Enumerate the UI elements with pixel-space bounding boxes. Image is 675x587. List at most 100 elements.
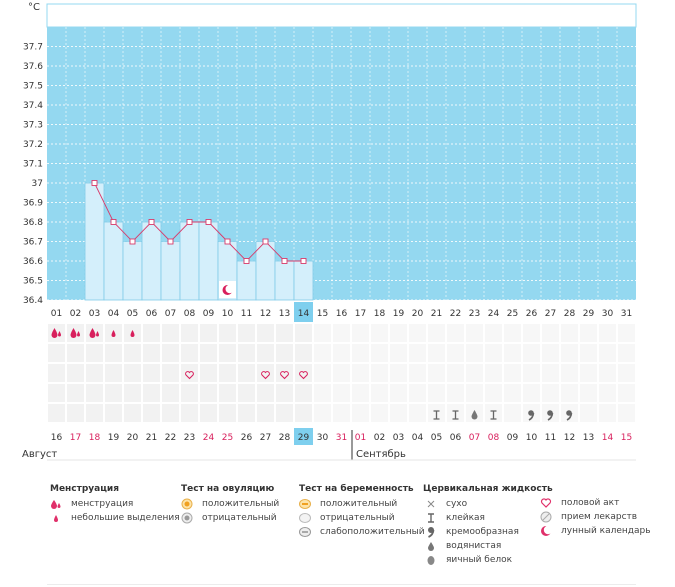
symptom-cell[interactable] bbox=[181, 384, 198, 402]
symptom-cell[interactable] bbox=[86, 384, 103, 402]
symptom-cell[interactable] bbox=[504, 324, 521, 342]
symptom-cell[interactable] bbox=[162, 344, 179, 362]
temperature-point[interactable] bbox=[129, 238, 136, 245]
symptom-cell[interactable] bbox=[276, 404, 293, 422]
symptom-cell[interactable] bbox=[238, 324, 255, 342]
symptom-cell[interactable] bbox=[200, 384, 217, 402]
symptom-cell[interactable] bbox=[333, 344, 350, 362]
temperature-point[interactable] bbox=[243, 258, 250, 264]
symptom-cell[interactable] bbox=[485, 384, 502, 402]
symptom-cell[interactable] bbox=[599, 344, 616, 362]
symptom-cell[interactable] bbox=[466, 344, 483, 362]
symptom-cell[interactable] bbox=[409, 404, 426, 422]
symptom-cell[interactable] bbox=[314, 344, 331, 362]
symptom-cell[interactable] bbox=[580, 404, 597, 422]
symptom-cell[interactable] bbox=[352, 384, 369, 402]
symptom-cell[interactable] bbox=[86, 344, 103, 362]
symptom-cell[interactable] bbox=[371, 324, 388, 342]
symptom-cell[interactable] bbox=[124, 364, 141, 382]
symptom-cell[interactable] bbox=[200, 344, 217, 362]
symptom-cell[interactable] bbox=[124, 344, 141, 362]
symptom-cell[interactable] bbox=[390, 384, 407, 402]
symptom-cell[interactable] bbox=[371, 364, 388, 382]
symptom-cell[interactable] bbox=[352, 364, 369, 382]
symptom-cell[interactable] bbox=[105, 404, 122, 422]
symptom-cell[interactable] bbox=[618, 324, 635, 342]
symptom-cell[interactable] bbox=[48, 384, 65, 402]
symptom-cell[interactable] bbox=[257, 384, 274, 402]
symptom-cell[interactable] bbox=[48, 404, 65, 422]
temperature-point[interactable] bbox=[224, 238, 231, 245]
symptom-cell[interactable] bbox=[333, 364, 350, 382]
symptom-cell[interactable] bbox=[67, 344, 84, 362]
symptom-cell[interactable] bbox=[618, 344, 635, 362]
symptom-cell[interactable] bbox=[219, 324, 236, 342]
symptom-cell[interactable] bbox=[542, 344, 559, 362]
symptom-cell[interactable] bbox=[504, 404, 521, 422]
symptom-cell[interactable] bbox=[599, 324, 616, 342]
symptom-cell[interactable] bbox=[409, 324, 426, 342]
symptom-cell[interactable] bbox=[542, 364, 559, 382]
symptom-cell[interactable] bbox=[238, 384, 255, 402]
symptom-cell[interactable] bbox=[561, 384, 578, 402]
symptom-cell[interactable] bbox=[504, 384, 521, 402]
symptom-cell[interactable] bbox=[257, 324, 274, 342]
temperature-point[interactable] bbox=[300, 258, 307, 264]
symptom-cell[interactable] bbox=[485, 324, 502, 342]
symptom-cell[interactable] bbox=[105, 364, 122, 382]
temperature-point[interactable] bbox=[186, 219, 193, 225]
symptom-cell[interactable] bbox=[105, 344, 122, 362]
temperature-point[interactable] bbox=[281, 258, 288, 264]
symptom-cell[interactable] bbox=[561, 364, 578, 382]
symptom-cell[interactable] bbox=[200, 364, 217, 382]
symptom-cell[interactable] bbox=[314, 324, 331, 342]
temperature-point[interactable] bbox=[148, 219, 155, 225]
symptom-cell[interactable] bbox=[333, 404, 350, 422]
symptom-cell[interactable] bbox=[124, 404, 141, 422]
symptom-cell[interactable] bbox=[390, 344, 407, 362]
symptom-cell[interactable] bbox=[67, 404, 84, 422]
symptom-cell[interactable] bbox=[618, 384, 635, 402]
symptom-cell[interactable] bbox=[618, 364, 635, 382]
symptom-cell[interactable] bbox=[542, 384, 559, 402]
symptom-cell[interactable] bbox=[409, 384, 426, 402]
symptom-cell[interactable] bbox=[86, 404, 103, 422]
symptom-cell[interactable] bbox=[580, 384, 597, 402]
symptom-cell[interactable] bbox=[390, 364, 407, 382]
symptom-cell[interactable] bbox=[371, 404, 388, 422]
symptom-cell[interactable] bbox=[238, 364, 255, 382]
temperature-point[interactable] bbox=[110, 219, 117, 225]
symptom-cell[interactable] bbox=[447, 384, 464, 402]
symptom-cell[interactable] bbox=[599, 384, 616, 402]
symptom-cell[interactable] bbox=[162, 404, 179, 422]
symptom-cell[interactable] bbox=[561, 344, 578, 362]
symptom-cell[interactable] bbox=[561, 324, 578, 342]
symptom-cell[interactable] bbox=[466, 324, 483, 342]
symptom-cell[interactable] bbox=[276, 384, 293, 402]
symptom-cell[interactable] bbox=[466, 384, 483, 402]
symptom-cell[interactable] bbox=[314, 384, 331, 402]
symptom-cell[interactable] bbox=[86, 364, 103, 382]
symptom-cell[interactable] bbox=[143, 344, 160, 362]
symptom-cell[interactable] bbox=[333, 324, 350, 342]
symptom-cell[interactable] bbox=[105, 384, 122, 402]
symptom-cell[interactable] bbox=[409, 344, 426, 362]
symptom-cell[interactable] bbox=[181, 324, 198, 342]
symptom-cell[interactable] bbox=[390, 324, 407, 342]
symptom-cell[interactable] bbox=[143, 384, 160, 402]
symptom-cell[interactable] bbox=[523, 364, 540, 382]
symptom-cell[interactable] bbox=[352, 404, 369, 422]
symptom-cell[interactable] bbox=[352, 324, 369, 342]
symptom-cell[interactable] bbox=[580, 344, 597, 362]
temperature-point[interactable] bbox=[91, 180, 98, 186]
symptom-cell[interactable] bbox=[523, 324, 540, 342]
symptom-cell[interactable] bbox=[599, 364, 616, 382]
symptom-cell[interactable] bbox=[143, 404, 160, 422]
symptom-cell[interactable] bbox=[257, 404, 274, 422]
symptom-cell[interactable] bbox=[371, 384, 388, 402]
symptom-cell[interactable] bbox=[504, 344, 521, 362]
symptom-cell[interactable] bbox=[219, 344, 236, 362]
temperature-point[interactable] bbox=[167, 238, 174, 245]
symptom-cell[interactable] bbox=[428, 344, 445, 362]
symptom-cell[interactable] bbox=[219, 404, 236, 422]
